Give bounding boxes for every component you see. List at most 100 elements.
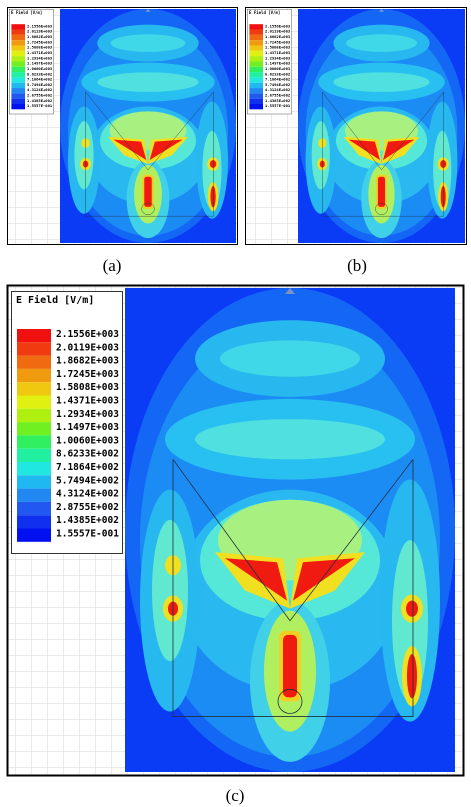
legend-label: 8.6233E+002	[265, 71, 290, 76]
legend-label: 1.2934E+003	[56, 409, 119, 420]
legend-label: 1.7245E+003	[265, 39, 291, 44]
legend-swatch	[249, 93, 263, 99]
legend-label: 1.4385E+002	[265, 98, 290, 103]
legend-swatch	[17, 475, 51, 489]
legend-label: 2.8755E+002	[27, 93, 52, 98]
legend-swatch	[249, 77, 263, 83]
legend-swatch	[11, 56, 25, 62]
legend-swatch	[11, 93, 25, 99]
legend-swatch	[249, 34, 263, 41]
legend-label: 1.1497E+003	[56, 422, 119, 433]
legend-swatch	[249, 98, 263, 104]
legend-swatch	[11, 50, 25, 57]
legend-swatch	[17, 355, 51, 369]
legend-swatch	[11, 88, 25, 94]
legend-swatch	[249, 40, 263, 46]
legend-label: 2.0119E+003	[27, 29, 53, 34]
legend-label: 1.5808E+003	[265, 45, 291, 50]
legend-label: 1.5808E+003	[27, 45, 53, 50]
legend-label: 1.5557E-001	[27, 103, 53, 108]
legend-swatch	[249, 66, 263, 73]
legend-label: 2.0119E+003	[265, 29, 291, 34]
legend-swatch	[11, 82, 25, 89]
legend-swatch	[11, 77, 25, 83]
legend: E Field [V/m] 2.1556E+0032.0119E+0031.868…	[9, 9, 54, 115]
legend-label: 8.6233E+002	[27, 71, 52, 76]
legend-label: 1.1497E+003	[27, 61, 53, 66]
legend-label: 1.2934E+003	[265, 55, 291, 60]
legend-swatch	[249, 50, 263, 57]
legend-swatch	[17, 501, 51, 516]
legend-swatch	[17, 422, 51, 436]
legend-label: 5.7494E+002	[56, 475, 119, 486]
legend-swatch	[249, 88, 263, 94]
legend-swatch	[11, 98, 25, 104]
legend-label: 1.4371E+003	[56, 396, 119, 407]
legend-label: 1.4385E+002	[27, 98, 52, 103]
legend-swatch	[11, 45, 25, 51]
legend-swatch	[17, 488, 51, 502]
legend-label: 1.7245E+003	[56, 369, 119, 380]
legend-swatch	[11, 40, 25, 46]
field-plot	[125, 288, 455, 772]
legend-label: 5.7494E+002	[27, 82, 52, 87]
legend-swatch	[11, 72, 25, 78]
legend-swatch	[17, 435, 51, 449]
legend-swatch	[17, 448, 51, 462]
legend-swatch	[11, 66, 25, 73]
legend-swatch	[249, 104, 263, 110]
legend-label: 1.8682E+003	[265, 34, 291, 39]
legend-swatch	[249, 82, 263, 89]
legend-label: 1.8682E+003	[27, 34, 53, 39]
legend-swatch	[17, 342, 51, 356]
legend-label: 7.1864E+002	[56, 462, 119, 473]
legend-label: 2.8755E+002	[56, 502, 119, 513]
legend-title: E Field [V/m]	[11, 10, 42, 15]
field-plot	[298, 9, 465, 243]
legend-label: 1.4371E+003	[27, 50, 53, 55]
legend-swatch	[249, 29, 263, 35]
legend-label: 1.4385E+002	[56, 515, 119, 526]
legend-label: 8.6233E+002	[56, 449, 119, 460]
legend-label: 1.7245E+003	[27, 39, 53, 44]
legend-title: E Field [V/m]	[16, 294, 94, 306]
legend-label: 1.4371E+003	[265, 50, 291, 55]
legend-swatch	[249, 24, 263, 30]
legend-label: 2.1556E+003	[56, 329, 119, 340]
legend-label: 1.5557E-001	[265, 103, 291, 108]
legend-label: 2.8755E+002	[265, 93, 290, 98]
legend-swatch	[11, 61, 25, 67]
legend-swatch	[17, 515, 51, 529]
legend-swatch	[17, 382, 51, 396]
legend-label: 4.3124E+002	[56, 489, 119, 500]
legend-label: 1.0060E+003	[27, 66, 53, 71]
legend-swatch	[17, 528, 51, 542]
legend-label: 2.1556E+003	[265, 23, 291, 28]
legend-swatch	[249, 56, 263, 62]
legend-title: E Field [V/m]	[249, 10, 280, 15]
legend-swatch	[17, 329, 51, 343]
caption: (a)	[103, 256, 122, 275]
legend-swatch	[17, 462, 51, 476]
legend-label: 1.0060E+003	[56, 435, 119, 446]
legend-swatch	[17, 408, 51, 423]
legend-swatch	[249, 45, 263, 51]
legend-label: 2.1556E+003	[27, 23, 53, 28]
legend-swatch	[249, 61, 263, 67]
field-plot	[60, 9, 236, 243]
legend-label: 1.5557E-001	[56, 529, 119, 540]
legend-swatch	[11, 104, 25, 110]
legend-label: 1.1497E+003	[265, 61, 291, 66]
legend: E Field [V/m] 2.1556E+0032.0119E+0031.868…	[247, 9, 292, 115]
legend-swatch	[11, 34, 25, 41]
legend-label: 1.0060E+003	[265, 66, 291, 71]
legend-label: 7.1864E+002	[265, 77, 290, 82]
legend-label: 5.7494E+002	[265, 82, 290, 87]
legend-label: 7.1864E+002	[27, 77, 52, 82]
caption: (b)	[347, 256, 367, 275]
legend-swatch	[249, 72, 263, 78]
legend-swatch	[11, 24, 25, 30]
legend-label: 1.2934E+003	[27, 55, 53, 60]
caption: (c)	[226, 786, 245, 805]
